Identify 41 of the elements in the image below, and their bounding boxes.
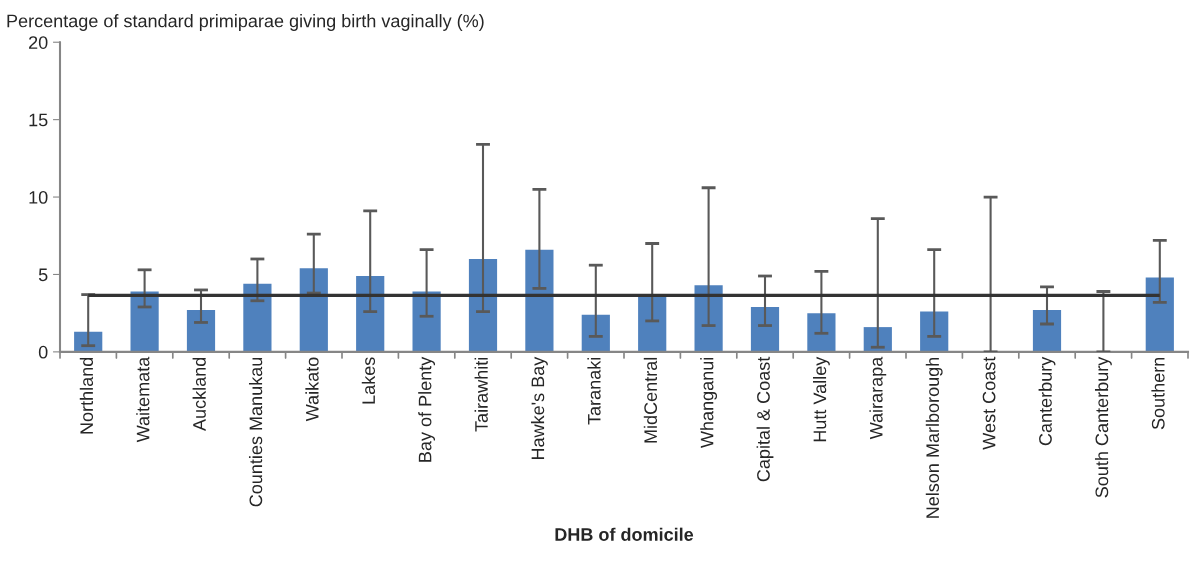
y-tick-label: 0	[38, 345, 48, 359]
x-tick-label: Auckland	[192, 357, 206, 431]
bar	[412, 291, 441, 352]
bar	[581, 314, 610, 352]
bar	[638, 294, 667, 352]
y-tick-label: 10	[29, 190, 48, 204]
bar	[750, 306, 780, 352]
x-tick-label: Southern	[1151, 357, 1165, 430]
x-tick-label: Whanganui	[700, 357, 718, 448]
x-axis-title: DHB of domicile	[555, 527, 694, 541]
x-tick-label: Hawke's Bay	[530, 356, 548, 460]
x-tick-label: MidCentral	[643, 357, 658, 443]
bar	[243, 283, 272, 352]
y-tick-label: 20	[29, 36, 48, 49]
x-tick-label: Northland	[79, 357, 94, 434]
bar	[299, 268, 328, 352]
bar	[130, 291, 159, 352]
x-tick-label: Canterbury	[1038, 356, 1056, 446]
bar	[1032, 310, 1062, 352]
x-tick-label: Waikato	[305, 357, 319, 422]
x-tick-label: Nelson Marlborough	[925, 357, 943, 518]
x-tick-label: Lakes	[361, 357, 376, 404]
x-tick-label: South Canterbury	[1094, 356, 1112, 498]
x-tick-label: Wairarapa	[869, 356, 887, 440]
x-tick-label: Waitemata	[136, 356, 150, 443]
x-tick-label: Capital & Coast	[756, 356, 774, 482]
x-tick-label: Counties Manukau	[248, 357, 263, 507]
bar	[920, 311, 949, 352]
x-tick-label: Hutt Valley	[812, 356, 830, 442]
y-tick-label: 5	[38, 268, 48, 282]
bar	[807, 313, 836, 352]
bar	[186, 310, 216, 352]
x-tick-label: West Coast	[982, 356, 996, 450]
x-tick-label: Tairawhiti	[474, 357, 488, 432]
bar	[525, 249, 554, 352]
bar	[1145, 277, 1174, 352]
x-tick-label: Bay of Plenty	[418, 356, 436, 462]
y-tick-label: 15	[29, 113, 48, 127]
y-axis-title: Percentage of standard primiparae giving birth vaginally (%)	[7, 14, 484, 31]
bar	[468, 258, 498, 352]
x-tick-label: Taranaki	[587, 357, 601, 425]
